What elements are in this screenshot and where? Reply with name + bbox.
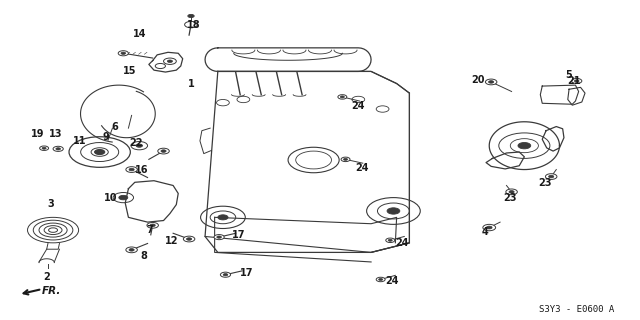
Circle shape [341, 157, 350, 162]
Text: 21: 21 [568, 76, 581, 86]
Circle shape [121, 52, 125, 54]
Circle shape [118, 51, 129, 56]
Text: 22: 22 [129, 139, 143, 148]
Circle shape [129, 168, 134, 171]
Text: 18: 18 [187, 20, 200, 29]
Circle shape [509, 191, 514, 193]
Circle shape [188, 14, 194, 18]
Circle shape [126, 247, 138, 253]
Text: 23: 23 [538, 178, 552, 188]
Text: 17: 17 [240, 268, 253, 278]
Text: 10: 10 [104, 193, 118, 203]
Text: 2: 2 [44, 272, 50, 282]
Text: FR.: FR. [42, 286, 61, 296]
Text: S3Y3 - E0600 A: S3Y3 - E0600 A [538, 305, 614, 314]
Circle shape [42, 147, 46, 149]
Circle shape [126, 167, 138, 172]
Circle shape [548, 175, 554, 178]
Circle shape [506, 189, 517, 195]
Circle shape [217, 236, 221, 238]
Text: 23: 23 [504, 193, 517, 203]
Circle shape [340, 96, 344, 98]
Circle shape [119, 196, 128, 200]
Circle shape [168, 60, 173, 62]
Text: 7: 7 [146, 225, 153, 235]
Circle shape [386, 238, 395, 243]
Text: 15: 15 [123, 67, 136, 76]
Circle shape [53, 146, 63, 151]
Text: 24: 24 [385, 276, 398, 286]
Circle shape [220, 272, 230, 277]
Text: 9: 9 [102, 132, 109, 142]
Circle shape [158, 148, 170, 154]
Circle shape [129, 249, 134, 251]
Circle shape [338, 95, 347, 99]
Circle shape [485, 79, 497, 85]
Circle shape [161, 150, 166, 152]
Circle shape [344, 158, 348, 160]
Circle shape [218, 215, 228, 220]
Circle shape [147, 222, 159, 228]
Text: 12: 12 [165, 236, 179, 246]
Circle shape [136, 144, 143, 147]
Circle shape [223, 274, 228, 276]
Text: 19: 19 [31, 129, 45, 139]
Circle shape [545, 174, 557, 180]
Text: 1: 1 [188, 79, 195, 89]
Text: 24: 24 [395, 238, 408, 248]
Text: 4: 4 [481, 227, 488, 237]
Text: 24: 24 [351, 101, 365, 111]
Text: 17: 17 [232, 230, 245, 240]
Circle shape [95, 149, 105, 155]
Circle shape [483, 224, 495, 231]
Text: 11: 11 [72, 136, 86, 146]
Text: 3: 3 [47, 199, 54, 209]
Text: 20: 20 [472, 75, 485, 85]
Circle shape [40, 146, 49, 150]
Circle shape [184, 21, 197, 28]
Circle shape [183, 236, 195, 242]
Circle shape [186, 238, 191, 240]
Text: 16: 16 [134, 164, 148, 174]
Circle shape [379, 278, 383, 281]
Text: 8: 8 [140, 251, 147, 260]
Text: 5: 5 [566, 70, 572, 80]
Circle shape [486, 226, 492, 229]
Text: 6: 6 [111, 122, 118, 132]
Text: 14: 14 [133, 29, 147, 39]
Circle shape [388, 239, 392, 241]
Circle shape [150, 224, 156, 227]
Circle shape [575, 80, 579, 82]
Text: 13: 13 [49, 129, 62, 139]
Circle shape [214, 235, 224, 240]
Circle shape [488, 81, 493, 83]
Circle shape [518, 142, 531, 149]
Circle shape [572, 78, 582, 84]
Circle shape [387, 208, 400, 214]
Circle shape [56, 148, 60, 150]
Circle shape [376, 277, 385, 282]
Circle shape [91, 148, 108, 156]
Text: 24: 24 [355, 163, 368, 173]
